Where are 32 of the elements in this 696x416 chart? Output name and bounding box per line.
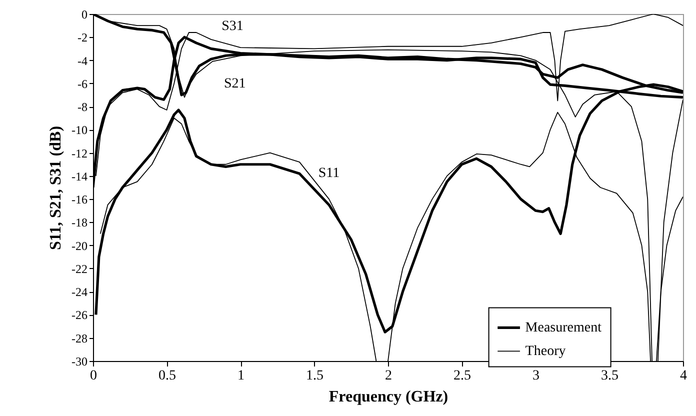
- x-tick-label: 2.5: [454, 368, 471, 384]
- x-tick-label: 0: [90, 368, 97, 384]
- x-tick-label: 3: [532, 368, 540, 384]
- y-tick-label: -20: [72, 238, 88, 253]
- y-tick-label: -10: [72, 123, 88, 138]
- y-tick-label: -26: [72, 308, 88, 322]
- y-tick-label: -16: [72, 192, 88, 207]
- x-tick-label: 4: [680, 368, 687, 384]
- y-tick-label: -18: [72, 216, 88, 230]
- y-tick-label: -8: [78, 100, 88, 114]
- x-tick-label: 0.5: [158, 368, 176, 384]
- x-tick-label: 1.5: [306, 368, 324, 384]
- y-tick-label: -30: [72, 354, 88, 368]
- y-tick-label: -6: [78, 76, 88, 91]
- y-tick-label: -12: [72, 146, 88, 160]
- y-tick-label: 0: [82, 8, 88, 22]
- annotation: S21: [224, 76, 246, 92]
- legend-label: Measurement: [525, 320, 602, 336]
- y-tick-label: -2: [78, 30, 88, 45]
- y-tick-label: -22: [72, 262, 88, 276]
- y-tick-label: -28: [72, 331, 88, 346]
- annotation: S31: [222, 19, 244, 34]
- y-tick-label: -14: [72, 169, 88, 184]
- x-axis-title: Frequency (GHz): [328, 388, 448, 406]
- x-tick-label: 3.5: [601, 368, 618, 384]
- y-axis-title: S11, S21, S31 (dB): [48, 126, 65, 250]
- x-tick-label: 2: [385, 368, 392, 384]
- y-tick-label: -4: [78, 54, 88, 68]
- legend-label: Theory: [525, 344, 566, 360]
- annotation: S11: [318, 166, 340, 181]
- x-tick-label: 1: [238, 368, 244, 384]
- y-tick-label: -24: [72, 285, 88, 300]
